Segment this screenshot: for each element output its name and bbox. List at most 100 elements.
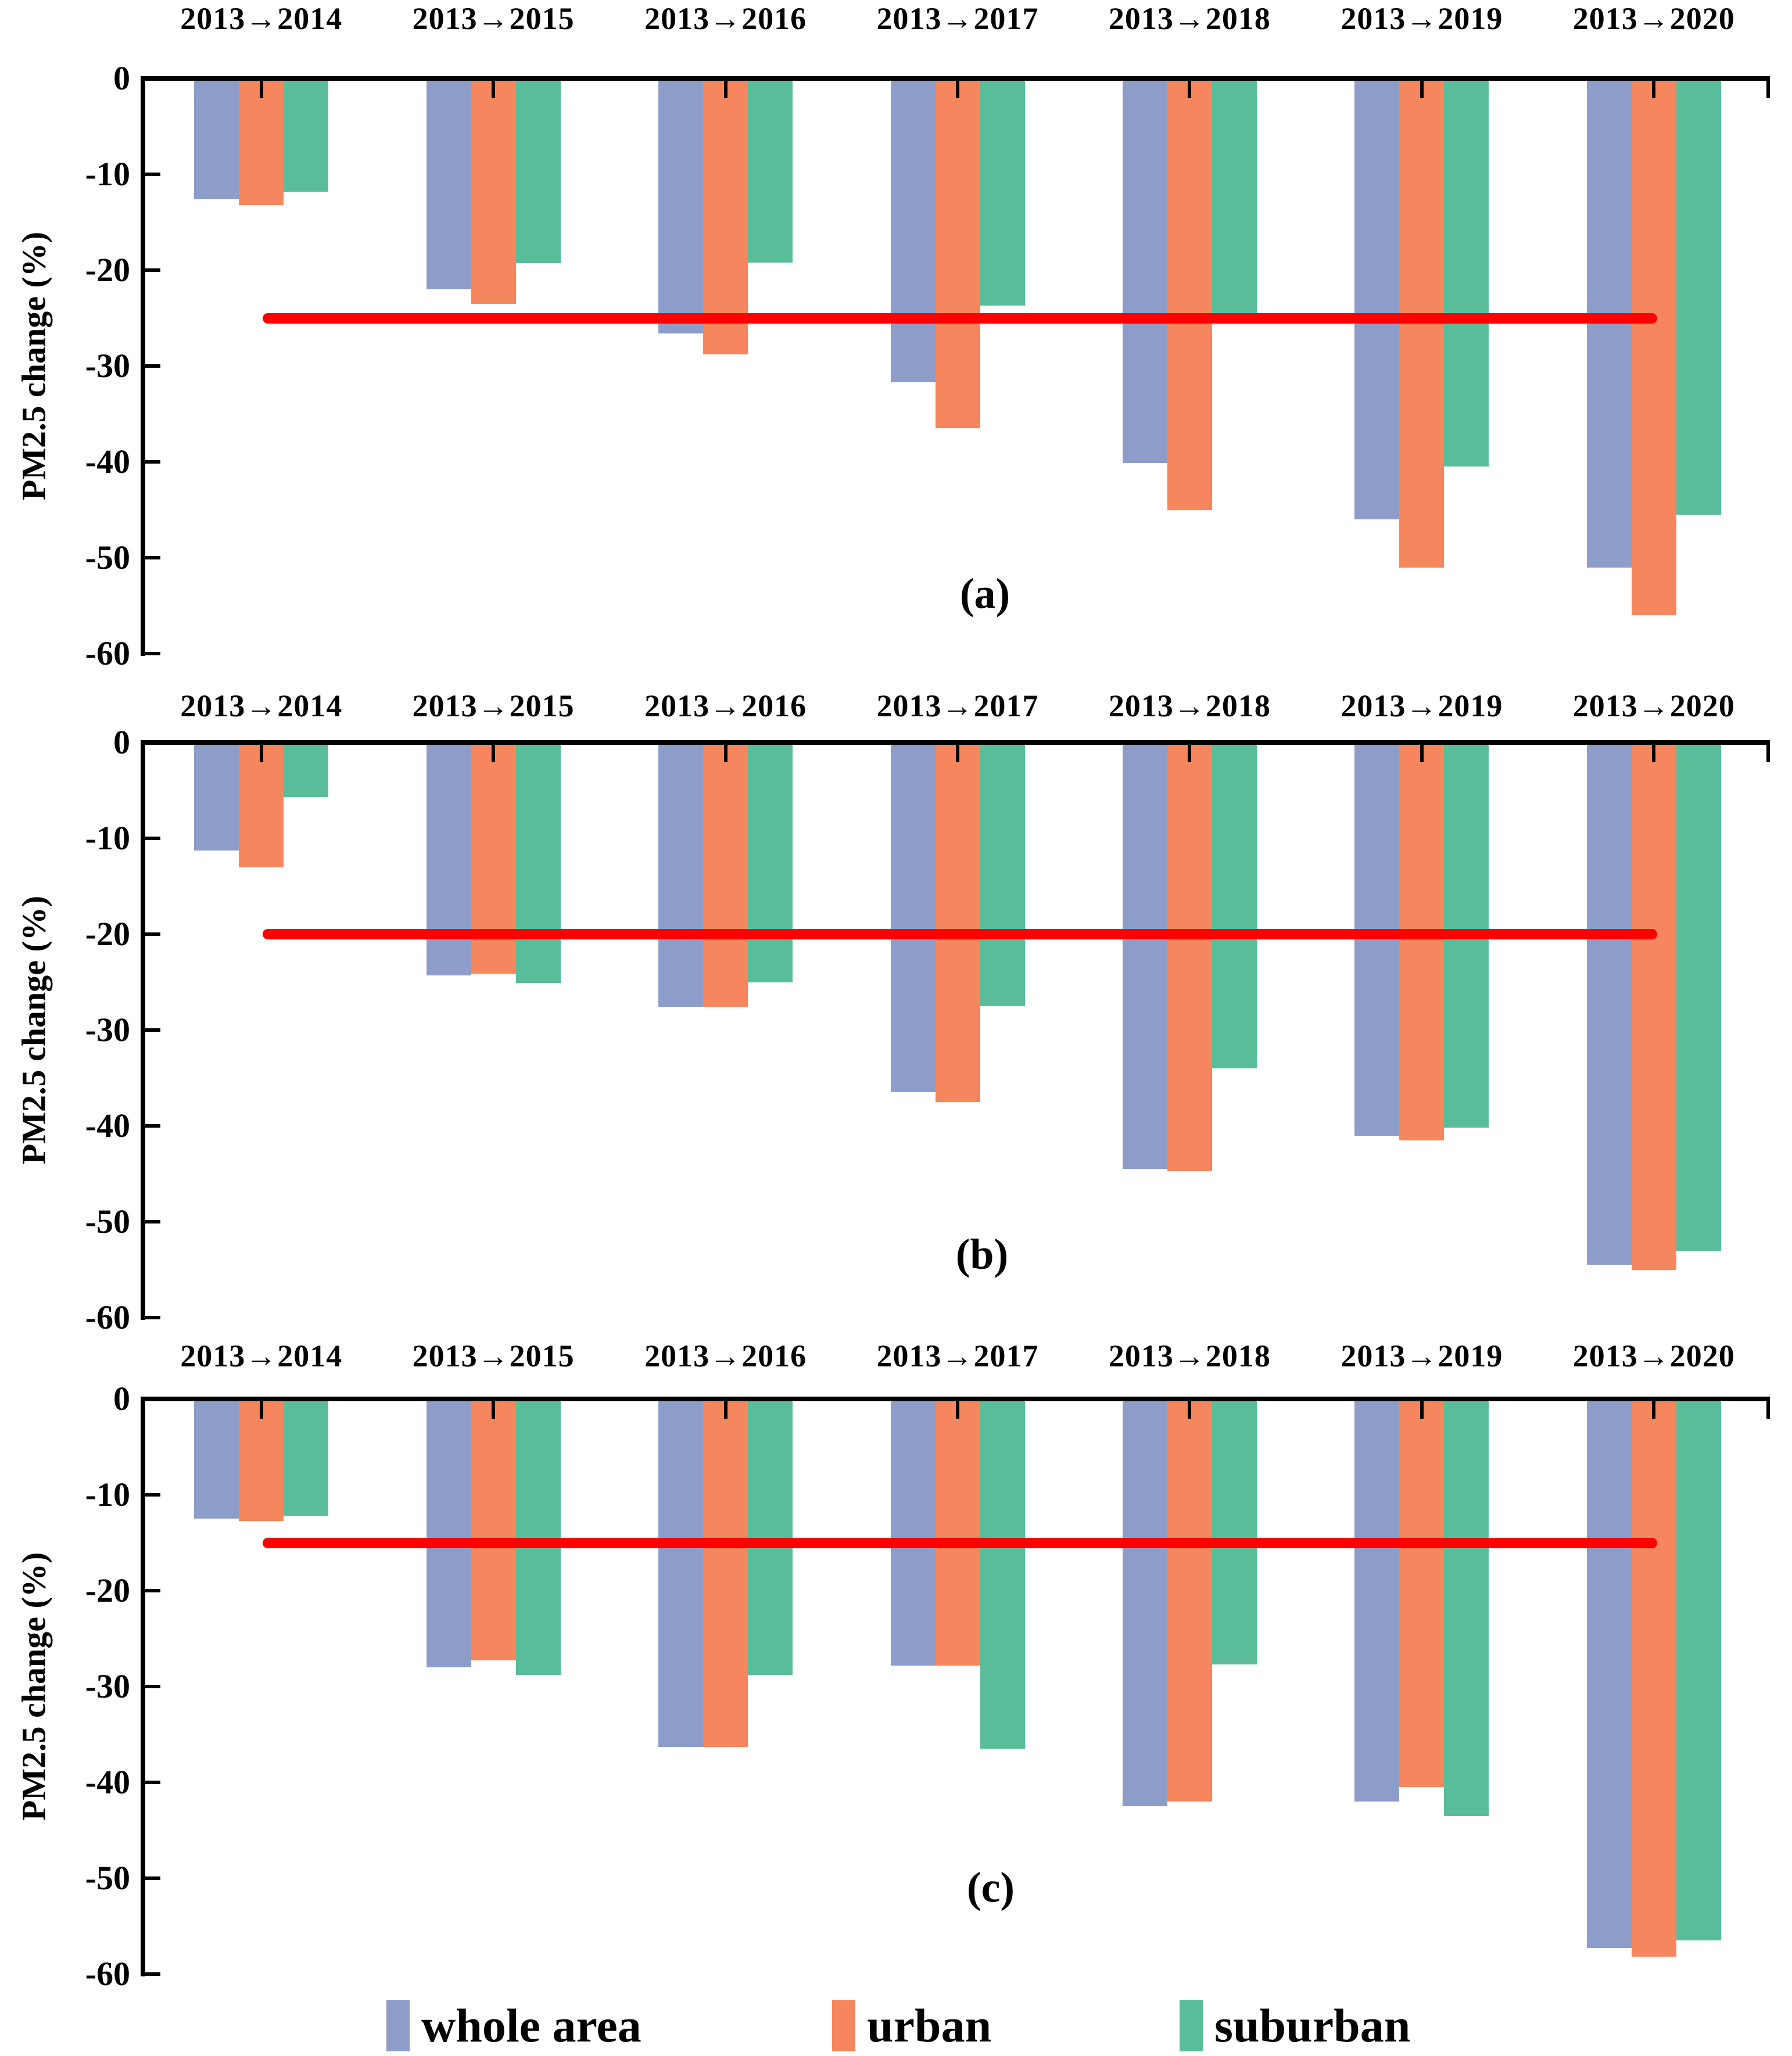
bar-urban-a-2 <box>471 78 516 304</box>
bar-urban-b-3 <box>703 742 748 1007</box>
y-tick-c-6 <box>145 1972 160 1976</box>
legend-label-whole-area: whole area <box>421 1999 641 2052</box>
panel-letter-c: (c) <box>966 1864 1015 1912</box>
category-label-c-6: 2013→2019 <box>1341 1339 1503 1373</box>
bar-suburban-b-5 <box>1212 742 1257 1068</box>
x-tick-a-4 <box>956 81 959 98</box>
bar-suburban-c-2 <box>515 1399 561 1675</box>
y-tick-label-b-2: -20 <box>85 915 130 953</box>
bar-urban-b-5 <box>1167 742 1212 1171</box>
y-tick-label-c-0: 0 <box>113 1380 130 1418</box>
y-axis-title-b: PM2.5 change (%) <box>15 895 53 1165</box>
bar-whole-area-a-2 <box>426 78 471 289</box>
legend-label-suburban: suburban <box>1214 1999 1411 2052</box>
legend-swatch-urban <box>832 2000 855 2051</box>
bar-whole-area-a-1 <box>194 78 239 199</box>
category-label-c-7: 2013→2020 <box>1572 1339 1735 1373</box>
bar-urban-a-5 <box>1167 78 1212 510</box>
category-label-b-2: 2013→2015 <box>412 688 575 723</box>
bar-urban-c-2 <box>471 1399 516 1661</box>
category-label-c-1: 2013→2014 <box>180 1339 343 1373</box>
bar-suburban-b-1 <box>284 742 329 798</box>
bar-urban-c-4 <box>935 1399 980 1666</box>
bar-suburban-c-4 <box>980 1399 1025 1749</box>
y-tick-label-b-0: 0 <box>113 723 130 761</box>
category-label-a-3: 2013→2016 <box>644 1 807 36</box>
y-axis-title-c: PM2.5 change (%) <box>15 1552 53 1821</box>
category-label-a-5: 2013→2018 <box>1108 1 1271 36</box>
x-tick-a-7 <box>1652 81 1656 98</box>
y-tick-c-3 <box>145 1685 160 1688</box>
bar-whole-area-c-2 <box>426 1399 471 1667</box>
category-label-a-1: 2013→2014 <box>180 1 343 36</box>
y-tick-b-1 <box>145 837 160 840</box>
bar-whole-area-c-4 <box>890 1399 936 1666</box>
y-tick-label-c-4: -40 <box>85 1763 130 1801</box>
y-axis-line-c <box>141 1397 145 1976</box>
x-tick-c-7 <box>1652 1401 1656 1419</box>
y-tick-a-3 <box>145 364 160 368</box>
x-tick-c-1 <box>259 1401 263 1419</box>
x-tick-a-3 <box>723 81 727 98</box>
y-tick-label-a-0: 0 <box>113 59 130 97</box>
y-tick-label-b-3: -30 <box>85 1011 130 1049</box>
x-tick-b-7 <box>1652 745 1656 762</box>
bar-whole-area-c-6 <box>1354 1399 1400 1802</box>
bar-suburban-b-2 <box>515 742 561 984</box>
y-tick-label-c-5: -50 <box>85 1859 130 1897</box>
bar-suburban-b-7 <box>1676 742 1721 1251</box>
bar-suburban-a-3 <box>748 78 793 263</box>
bar-suburban-c-6 <box>1444 1399 1489 1816</box>
category-label-a-6: 2013→2019 <box>1341 1 1503 36</box>
reference-line-a <box>263 313 1657 324</box>
bar-urban-b-4 <box>935 742 980 1102</box>
category-label-a-2: 2013→2015 <box>412 1 575 36</box>
x-tick-b-6 <box>1420 745 1424 762</box>
bar-whole-area-a-3 <box>658 78 704 333</box>
y-tick-label-a-1: -10 <box>85 155 130 193</box>
x-tick-a-1 <box>259 81 263 98</box>
x-axis-line-c <box>141 1397 1770 1401</box>
category-label-c-3: 2013→2016 <box>644 1339 807 1373</box>
y-tick-label-a-3: -30 <box>85 347 130 385</box>
bar-suburban-a-2 <box>515 78 561 264</box>
y-tick-label-b-4: -40 <box>85 1107 130 1144</box>
bar-suburban-a-1 <box>284 78 329 192</box>
bar-suburban-a-6 <box>1444 78 1489 467</box>
y-tick-label-a-2: -20 <box>85 251 130 289</box>
y-axis-title-a: PM2.5 change (%) <box>15 231 53 501</box>
x-tick-a-2 <box>492 81 496 98</box>
bar-urban-b-1 <box>239 742 284 867</box>
bar-whole-area-b-2 <box>426 742 471 975</box>
bar-suburban-c-7 <box>1676 1399 1721 1941</box>
bar-urban-c-5 <box>1167 1399 1212 1802</box>
bar-whole-area-c-5 <box>1122 1399 1167 1807</box>
y-tick-a-1 <box>145 173 160 176</box>
bar-whole-area-b-5 <box>1122 742 1167 1169</box>
x-tick-b-2 <box>492 745 496 762</box>
x-axis-line-a <box>141 76 1770 81</box>
y-tick-label-b-6: -60 <box>85 1298 130 1336</box>
x-tick-c-end <box>1766 1401 1770 1419</box>
bar-suburban-b-3 <box>748 742 793 982</box>
bar-whole-area-c-3 <box>658 1399 704 1747</box>
y-tick-label-a-5: -50 <box>85 539 130 576</box>
bar-urban-b-7 <box>1631 742 1676 1270</box>
bar-whole-area-a-5 <box>1122 78 1167 463</box>
y-tick-a-4 <box>145 460 160 464</box>
x-tick-c-4 <box>956 1401 959 1419</box>
y-tick-label-c-6: -60 <box>85 1955 130 1993</box>
x-tick-c-3 <box>723 1401 727 1419</box>
y-tick-b-2 <box>145 932 160 936</box>
bar-urban-a-1 <box>239 78 284 205</box>
y-tick-label-c-1: -10 <box>85 1476 130 1513</box>
bar-whole-area-c-7 <box>1586 1399 1632 1949</box>
bar-urban-c-6 <box>1399 1399 1445 1788</box>
y-tick-label-a-6: -60 <box>85 634 130 672</box>
bar-whole-area-a-6 <box>1354 78 1400 519</box>
x-tick-b-5 <box>1188 745 1192 762</box>
y-axis-line-b <box>141 740 145 1320</box>
category-label-c-4: 2013→2017 <box>876 1339 1039 1373</box>
category-label-b-6: 2013→2019 <box>1341 688 1503 723</box>
y-tick-c-2 <box>145 1589 160 1592</box>
